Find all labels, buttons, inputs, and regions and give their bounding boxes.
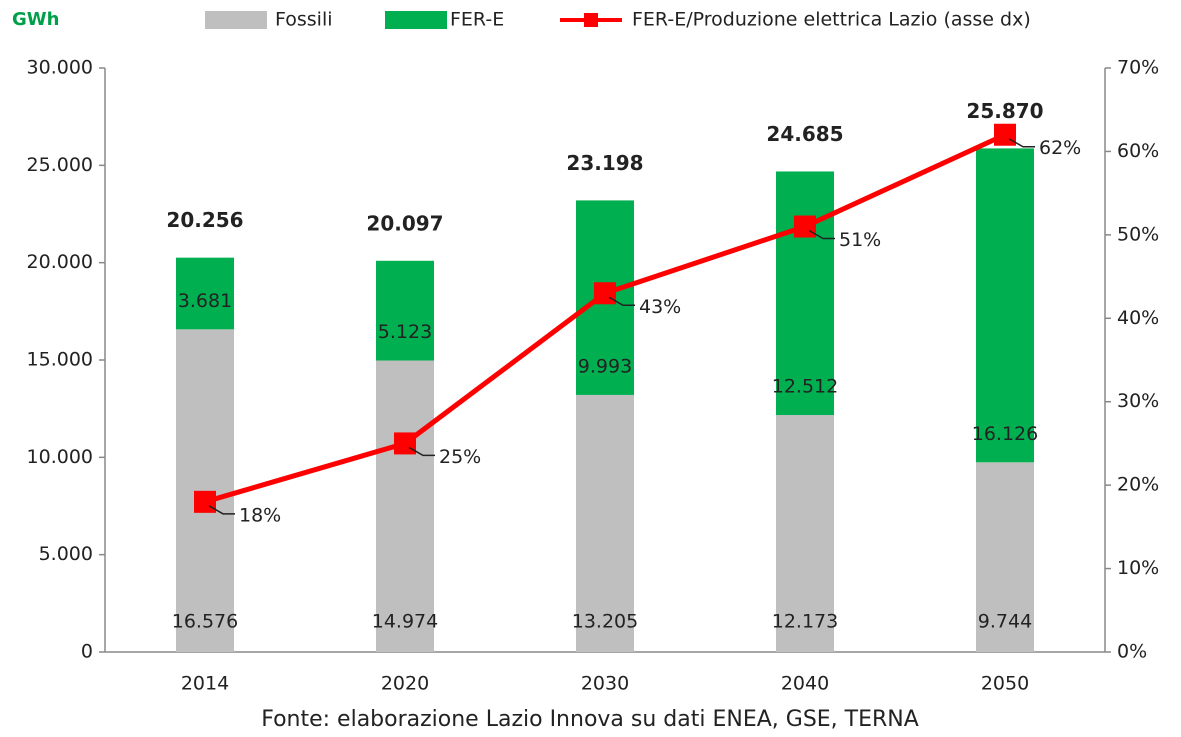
bar-value-label: 13.205	[572, 611, 638, 633]
bar-segment	[376, 260, 434, 361]
bar-value-label: 9.744	[978, 611, 1032, 633]
bar-segment	[176, 257, 234, 330]
bar-segment	[976, 148, 1034, 463]
y2-tick-label: 30%	[1117, 390, 1159, 412]
line-value-label: 18%	[239, 504, 281, 526]
legend-label: FER-E	[450, 9, 504, 31]
bar-segment	[176, 329, 234, 652]
legend-label: Fossili	[275, 9, 333, 31]
y2-tick-label: 50%	[1117, 223, 1159, 245]
x-tick-label: 2020	[381, 673, 429, 695]
line-marker	[594, 282, 616, 305]
bar-value-label: 9.993	[578, 355, 632, 377]
line-marker	[194, 490, 216, 513]
y-tick-label: 0	[81, 641, 93, 663]
x-tick-label: 2014	[181, 673, 229, 695]
y-tick-label: 15.000	[27, 349, 93, 371]
bar-value-label: 12.173	[772, 611, 838, 633]
y2-tick-label: 60%	[1117, 140, 1159, 162]
y2-tick-label: 40%	[1117, 307, 1159, 329]
legend-swatch	[385, 11, 447, 29]
source-note: Fonte: elaborazione Lazio Innova su dati…	[261, 707, 919, 732]
y2-tick-label: 0%	[1117, 641, 1147, 663]
bar-segment	[776, 171, 834, 416]
y-axis-label: GWh	[12, 9, 59, 30]
line-value-label: 62%	[1039, 137, 1081, 159]
y2-tick-label: 70%	[1117, 57, 1159, 79]
total-label: 20.256	[166, 208, 243, 232]
line-marker	[394, 432, 416, 455]
bar-segment	[376, 360, 434, 652]
y-tick-label: 20.000	[27, 251, 93, 273]
total-label: 24.685	[766, 122, 843, 146]
bar-value-label: 5.123	[378, 321, 432, 343]
leader-line	[408, 446, 435, 457]
bar-value-label: 16.126	[972, 423, 1038, 445]
bar-value-label: 16.576	[172, 611, 238, 633]
legend-label: FER-E/Produzione elettrica Lazio (asse d…	[632, 9, 1031, 31]
y2-tick-label: 20%	[1117, 474, 1159, 496]
total-label: 20.097	[366, 211, 443, 235]
y-tick-label: 10.000	[27, 446, 93, 468]
leader-line	[208, 505, 235, 515]
line-marker	[794, 215, 816, 238]
y-tick-label: 5.000	[39, 543, 93, 565]
x-tick-label: 2040	[781, 673, 829, 695]
line-value-label: 51%	[839, 229, 881, 251]
line-value-label: 25%	[439, 446, 481, 468]
total-label: 23.198	[566, 151, 643, 175]
legend-swatch	[205, 11, 267, 29]
leader-line	[1008, 138, 1035, 148]
line-marker	[994, 123, 1016, 146]
y2-tick-label: 10%	[1117, 557, 1159, 579]
bar-value-label: 3.681	[178, 290, 232, 312]
bar-segment	[776, 415, 834, 652]
bar-segment	[576, 394, 634, 652]
leader-line	[808, 229, 835, 240]
bar-value-label: 14.974	[372, 611, 438, 633]
legend-marker	[584, 13, 598, 27]
y-tick-label: 25.000	[27, 154, 93, 176]
leader-line	[608, 296, 635, 307]
bar-value-label: 12.512	[772, 376, 838, 398]
bar-segment	[976, 462, 1034, 652]
total-label: 25.870	[966, 99, 1043, 123]
x-tick-label: 2050	[981, 673, 1029, 695]
line-value-label: 43%	[639, 296, 681, 318]
y-tick-label: 30.000	[27, 57, 93, 79]
x-tick-label: 2030	[581, 673, 629, 695]
